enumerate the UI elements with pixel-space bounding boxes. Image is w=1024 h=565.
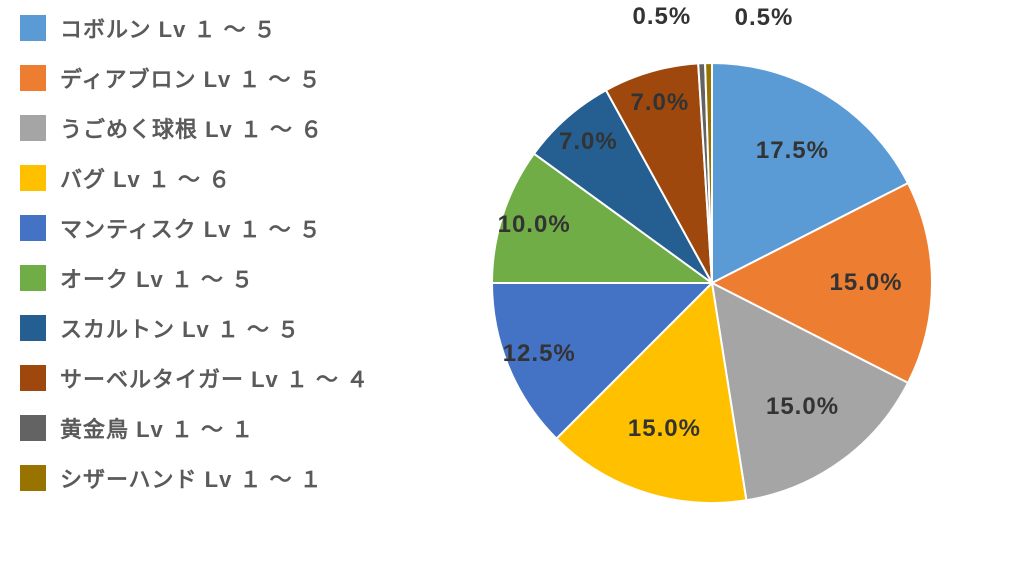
legend-label: 黄金鳥 Lv １ ～ １ [60, 412, 254, 444]
legend-item: コボルン Lv １ ～ ５ [20, 12, 390, 44]
legend-item: バグ Lv １ ～ ６ [20, 162, 390, 194]
legend-label: バグ Lv １ ～ ６ [60, 162, 231, 194]
legend-item: シザーハンド Lv １ ～ １ [20, 462, 390, 494]
slice-value-label: 15.0% [628, 415, 701, 443]
legend-label: シザーハンド Lv １ ～ １ [60, 462, 323, 494]
slice-value-label: 15.0% [829, 269, 902, 297]
legend-label: うごめく球根 Lv １ ～ ６ [60, 112, 323, 144]
slice-value-label: 7.0% [630, 89, 689, 117]
slice-value-label: 10.0% [498, 211, 571, 239]
legend-item: うごめく球根 Lv １ ～ ６ [20, 112, 390, 144]
legend-label: ディアブロン Lv １ ～ ５ [60, 62, 322, 94]
slice-value-label: 0.5% [633, 3, 692, 31]
legend-label: コボルン Lv １ ～ ５ [60, 12, 277, 44]
legend-item: スカルトン Lv １ ～ ５ [20, 312, 390, 344]
legend-item: マンティスク Lv １ ～ ５ [20, 212, 390, 244]
pie-chart-area: 17.5% 15.0% 15.0% 15.0% 12.5% 10.0% 7.0% 7.0% 0.… [400, 0, 1024, 565]
legend-label: スカルトン Lv １ ～ ５ [60, 312, 300, 344]
legend-label: オーク Lv １ ～ ５ [60, 262, 254, 294]
slice-value-label: 0.5% [735, 4, 794, 32]
legend-swatch [20, 265, 46, 291]
legend-swatch [20, 215, 46, 241]
legend-label: サーベルタイガー Lv １ ～ ４ [60, 362, 369, 394]
legend-swatch [20, 65, 46, 91]
legend-swatch [20, 165, 46, 191]
chart-container: コボルン Lv １ ～ ５ ディアブロン Lv １ ～ ５ うごめく球根 Lv １ … [0, 0, 1024, 565]
legend-swatch [20, 15, 46, 41]
legend-swatch [20, 465, 46, 491]
slice-value-label: 15.0% [766, 393, 839, 421]
legend-swatch [20, 115, 46, 141]
legend-item: オーク Lv １ ～ ５ [20, 262, 390, 294]
slice-value-label: 12.5% [503, 340, 576, 368]
legend-swatch [20, 415, 46, 441]
legend-item: ディアブロン Lv １ ～ ５ [20, 62, 390, 94]
legend-label: マンティスク Lv １ ～ ５ [60, 212, 322, 244]
legend-swatch [20, 315, 46, 341]
legend-item: サーベルタイガー Lv １ ～ ４ [20, 362, 390, 394]
legend-swatch [20, 365, 46, 391]
slice-value-label: 7.0% [559, 128, 618, 156]
slice-value-label: 17.5% [756, 137, 829, 165]
legend-item: 黄金鳥 Lv １ ～ １ [20, 412, 390, 444]
legend: コボルン Lv １ ～ ５ ディアブロン Lv １ ～ ５ うごめく球根 Lv １ … [0, 0, 400, 565]
